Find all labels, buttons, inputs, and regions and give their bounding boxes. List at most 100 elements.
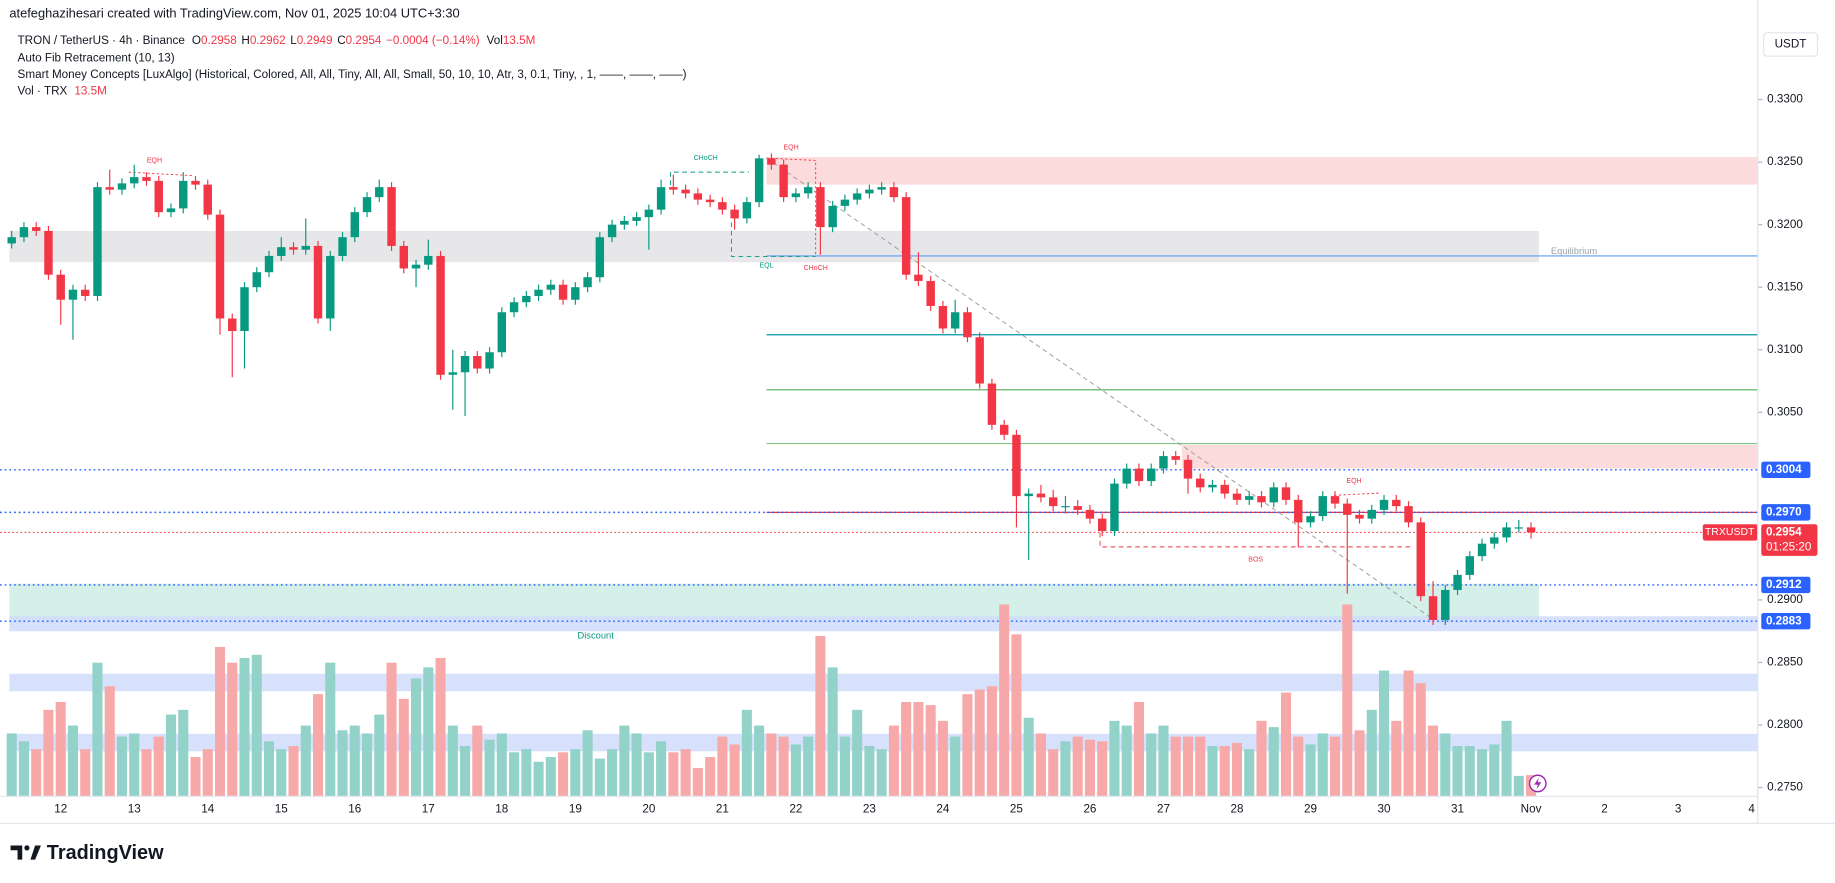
volume-bar (1391, 720, 1402, 797)
annotation: BOS (1248, 557, 1263, 564)
volume-bar (1035, 733, 1046, 797)
ohlc-letter: H (241, 34, 249, 47)
volume-bar (337, 730, 348, 797)
candle-body (191, 180, 200, 185)
zones (9, 157, 1758, 752)
y-tick-label: 0.2900 (1767, 593, 1803, 606)
volume-bar (1403, 670, 1414, 797)
volume-bar (839, 736, 850, 797)
volume-bar (92, 662, 103, 797)
candle-body (889, 187, 899, 198)
level-tag (1761, 461, 1811, 479)
candle-body (436, 255, 445, 375)
volume-bar (227, 662, 238, 797)
indicator: Auto Fib Retracement (10, 13) (18, 52, 175, 65)
zone-label: Discount (577, 630, 614, 640)
candle-body (313, 245, 323, 319)
volume-bar (362, 733, 373, 797)
candle-body (656, 187, 666, 210)
volume-bar (619, 725, 630, 797)
annotation: EQH (1346, 478, 1361, 485)
candle-body (411, 264, 421, 269)
structure-lines (128, 157, 1431, 618)
volume-indicator-value: 13.5M (74, 84, 106, 97)
close-value: 0.2954 (346, 34, 382, 47)
candle-body (399, 245, 409, 269)
volume-bar (263, 741, 275, 797)
volume-bar (741, 709, 752, 797)
candle-body (448, 372, 458, 375)
candle-body (142, 177, 151, 181)
volume-bar (18, 741, 29, 797)
candle-body (1208, 484, 1217, 488)
y-tick-label: 0.3150 (1767, 280, 1803, 293)
candle-body (301, 245, 310, 250)
candle-body (56, 274, 65, 300)
candle-body (1024, 493, 1033, 497)
candle-body (1196, 478, 1205, 488)
volume-bar (864, 746, 875, 797)
x-tick-label: 2 (1601, 802, 1608, 815)
candle-body (1257, 496, 1266, 503)
volume-bar (925, 705, 936, 797)
eqh-line (128, 171, 194, 177)
candle-body (558, 284, 568, 300)
candle-body (779, 164, 788, 198)
volume-bar (594, 758, 605, 797)
x-tick-label: 28 (1230, 802, 1243, 815)
annotation: CHoCH (804, 265, 828, 272)
volume-bar (1305, 744, 1316, 797)
candle-body (1269, 487, 1278, 503)
volume-bar (1182, 736, 1194, 797)
volume-bar (1207, 746, 1218, 797)
bos-line (1099, 532, 1411, 548)
volume-bar (288, 746, 299, 797)
candle-body (1073, 506, 1082, 510)
candle-body (865, 189, 874, 194)
volume-bar (129, 733, 140, 797)
volume-bar (509, 752, 520, 797)
level-label: 0.2883 (1766, 614, 1802, 627)
volume-bar (472, 725, 483, 797)
x-tick-label: 18 (495, 802, 508, 815)
volume-bar (986, 686, 997, 797)
y-tick-label: 0.3100 (1767, 343, 1803, 356)
candle-body (485, 352, 494, 369)
currency: USDT (1775, 38, 1807, 51)
volume-bar (545, 757, 556, 797)
volume-bar (55, 701, 66, 797)
candle-body (31, 227, 41, 231)
volume-bar (901, 701, 912, 797)
candle-body (68, 289, 78, 300)
volume-bar (766, 733, 777, 797)
volume-bar (1280, 692, 1292, 797)
volume-bar (1244, 749, 1255, 797)
volume-bar (116, 736, 128, 797)
x-tick-label: Nov (1521, 802, 1542, 815)
candle-body (571, 287, 580, 300)
candle-body (803, 187, 813, 194)
volume-bar (398, 698, 409, 797)
zone (766, 157, 1758, 185)
candle-body (375, 187, 384, 198)
x-tick-label: 25 (1010, 802, 1023, 815)
y-tick-label: 0.2750 (1767, 781, 1803, 794)
volume-bar (67, 725, 78, 797)
volume-bar (239, 657, 250, 797)
candle-body (1404, 506, 1413, 523)
volume-bar (1133, 701, 1144, 797)
volume-pane (6, 604, 1537, 797)
candle-body (228, 318, 237, 331)
candle-body (240, 287, 249, 331)
volume-bar (631, 733, 642, 797)
x-tick-label: 16 (348, 802, 361, 815)
level-label: 0.2912 (1766, 578, 1802, 591)
candle-body (1220, 484, 1229, 494)
volume-bar (1477, 749, 1488, 797)
candle-body (19, 227, 29, 238)
x-tick-label: 24 (936, 802, 949, 815)
ohlc-letter: L (290, 34, 297, 47)
volume-bar (974, 689, 985, 797)
volume-letter: Vol (487, 34, 503, 47)
volume-bar (1097, 741, 1108, 797)
